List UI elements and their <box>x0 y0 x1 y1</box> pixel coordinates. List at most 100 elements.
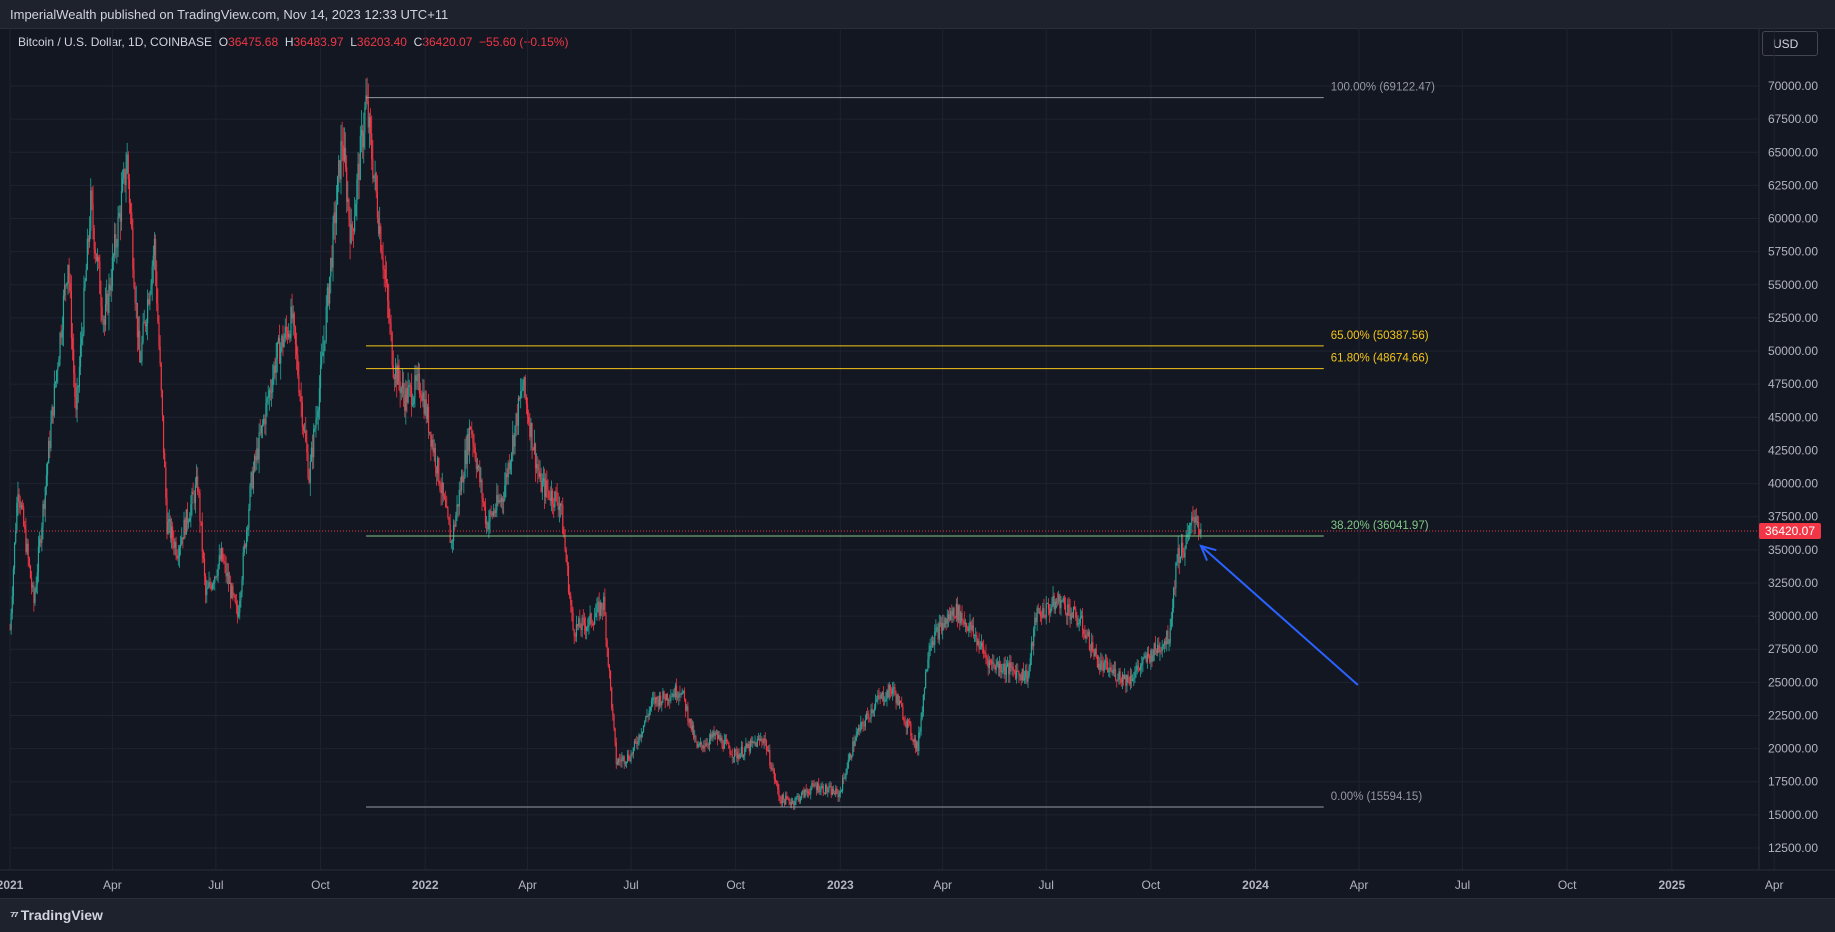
candle-body <box>674 685 677 697</box>
price-chart[interactable]: 100.00% (69122.47) 65.00% (50387.56) 61.80… <box>0 28 1835 898</box>
candle-body <box>139 330 141 363</box>
candle-body <box>562 504 564 534</box>
candle-body <box>9 629 11 631</box>
candle-body <box>318 388 320 411</box>
candle-body <box>575 624 578 637</box>
candle-body <box>998 663 1001 669</box>
candle-body <box>70 290 73 339</box>
candle-body <box>74 373 76 397</box>
candle-body <box>338 160 340 177</box>
candle-body <box>1130 675 1133 681</box>
candle-body <box>190 504 192 519</box>
candle-body <box>448 517 450 525</box>
candle-body <box>37 546 40 573</box>
candle-body <box>554 491 556 508</box>
close-value: 36420.07 <box>422 35 473 49</box>
candle-body <box>79 344 82 367</box>
candle-body <box>332 222 334 268</box>
candle-body <box>762 741 764 744</box>
candle-body <box>115 234 117 248</box>
candle-body <box>1021 668 1023 681</box>
candle-body <box>931 641 934 645</box>
candle-body <box>277 337 280 343</box>
candle-body <box>368 117 371 128</box>
candle-body <box>670 696 672 701</box>
candle-body <box>238 612 240 617</box>
candle-body <box>323 341 325 353</box>
candle-body <box>893 687 895 689</box>
candle-body <box>340 141 342 180</box>
candle-body <box>720 737 722 741</box>
symbol-name: Bitcoin / U.S. Dollar, 1D, COINBASE <box>18 35 213 49</box>
candle-body <box>42 503 44 528</box>
candle-body <box>774 779 777 782</box>
candle-body <box>779 796 781 801</box>
candle-body <box>69 282 71 291</box>
candle-body <box>1099 663 1101 670</box>
tradingview-logo[interactable]: ⁷⁷ TradingView <box>10 907 103 923</box>
candle-body <box>606 640 608 649</box>
candle-body <box>56 370 58 382</box>
candle-body <box>1132 678 1134 681</box>
candle-body <box>431 439 433 447</box>
candle-body <box>441 482 443 494</box>
candle-body <box>964 623 967 625</box>
candle-body <box>1105 661 1108 662</box>
candle-body <box>739 753 741 759</box>
candle-body <box>133 269 135 288</box>
candle-body <box>440 490 442 494</box>
candle-body <box>1138 667 1141 670</box>
candle-body <box>995 664 997 670</box>
candle-body <box>892 688 894 694</box>
close-label: C <box>413 35 423 49</box>
candle-body <box>530 423 532 437</box>
candle-body <box>1083 630 1085 635</box>
candle-body <box>301 402 303 427</box>
candle-body <box>768 749 770 751</box>
candle-body <box>589 613 591 618</box>
candle-body <box>13 542 16 569</box>
candle-body <box>629 759 631 762</box>
candle-body <box>644 721 646 726</box>
candle-body <box>393 377 396 379</box>
candle-body <box>537 464 539 471</box>
candle-body <box>970 621 972 630</box>
currency-button[interactable]: USD <box>1762 31 1818 56</box>
candle-body <box>863 725 865 727</box>
candle-body <box>1030 642 1033 658</box>
candle-body <box>1158 644 1160 652</box>
candle-body <box>66 283 68 286</box>
candle-body <box>438 457 440 484</box>
time-tick-label: Apr <box>933 878 952 892</box>
price-tick-label: 22500.00 <box>1768 708 1818 722</box>
candle-body <box>550 490 553 502</box>
candle-body <box>108 284 110 313</box>
candle-body <box>218 555 220 565</box>
candle-body <box>590 613 592 624</box>
candle-body <box>584 625 587 631</box>
candle-body <box>819 791 821 793</box>
candle-body <box>708 738 711 745</box>
candle-body <box>299 392 301 397</box>
candle-body <box>1008 663 1010 675</box>
candle-body <box>869 717 871 719</box>
candle-body <box>880 694 882 699</box>
candle-body <box>157 303 159 323</box>
candle-body <box>824 784 827 794</box>
candle-body <box>28 558 30 566</box>
candle-body <box>828 786 830 791</box>
candle-body <box>809 793 811 795</box>
candle-body <box>654 697 656 704</box>
candle-body <box>686 706 688 711</box>
candle-body <box>1113 669 1116 670</box>
candle-body <box>1200 529 1202 535</box>
candle-body <box>492 511 495 516</box>
candle-body <box>389 318 391 323</box>
candle-body <box>1100 660 1102 670</box>
candle-body <box>495 510 497 513</box>
candle-body <box>1171 607 1174 619</box>
candle-body <box>615 742 617 765</box>
candle-body <box>156 271 158 304</box>
candle-body <box>31 578 33 588</box>
candle-body <box>873 708 876 710</box>
